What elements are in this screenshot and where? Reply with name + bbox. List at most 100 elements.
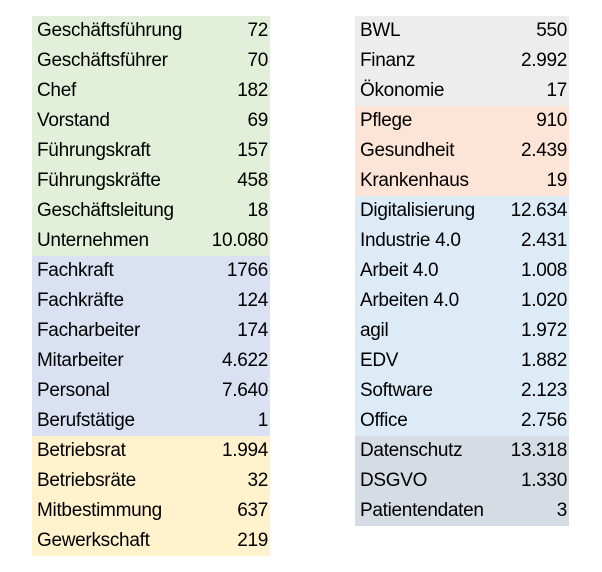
keyword-count: 17 <box>546 80 567 101</box>
keyword-count: 1.994 <box>221 440 268 461</box>
keyword-count: 1.330 <box>520 470 567 491</box>
keyword-count: 2.439 <box>520 140 567 161</box>
keyword-count: 1766 <box>226 260 268 281</box>
table-row: Unternehmen 10.080 <box>32 226 270 256</box>
keyword-label: Facharbeiter <box>37 320 141 341</box>
keyword-count: 10.080 <box>211 230 269 251</box>
keyword-label: Datenschutz <box>360 440 463 461</box>
keyword-label: Arbeit 4.0 <box>360 260 439 281</box>
keyword-count: 182 <box>237 80 268 101</box>
table-row: Finanz 2.992 <box>355 46 569 76</box>
keyword-label: Betriebsräte <box>37 470 136 491</box>
keyword-label: Office <box>360 410 408 431</box>
table-row: Arbeiten 4.0 1.020 <box>355 286 569 316</box>
keyword-count: 19 <box>546 170 567 191</box>
keyword-count: 2.756 <box>520 410 567 431</box>
keyword-label: Krankenhaus <box>360 170 469 191</box>
table-row: Digitalisierung 12.634 <box>355 196 569 226</box>
table-row: Vorstand 69 <box>32 106 270 136</box>
keyword-count: 2.992 <box>520 50 567 71</box>
table-row: Ökonomie 17 <box>355 76 569 106</box>
keyword-count: 72 <box>247 20 268 41</box>
table-row: Fachkräfte 124 <box>32 286 270 316</box>
keyword-count: 157 <box>237 140 268 161</box>
table-row: Geschäftsleitung 18 <box>32 196 270 226</box>
keyword-label: Unternehmen <box>37 230 149 251</box>
table-row: DSGVO 1.330 <box>355 466 569 496</box>
keyword-label: Fachkräfte <box>37 290 124 311</box>
keyword-label: Gewerkschaft <box>37 530 150 551</box>
table-row: EDV 1.882 <box>355 346 569 376</box>
table-row: Arbeit 4.0 1.008 <box>355 256 569 286</box>
keyword-count: 2.123 <box>520 380 567 401</box>
table-row: Berufstätige 1 <box>32 406 270 436</box>
keyword-count: 174 <box>237 320 268 341</box>
keyword-label: Finanz <box>360 50 416 71</box>
keyword-label: Betriebsrat <box>37 440 126 461</box>
table-row: agil 1.972 <box>355 316 569 346</box>
table-row: Geschäftsführung 72 <box>32 16 270 46</box>
keyword-count: 124 <box>237 290 268 311</box>
table-row: Mitarbeiter 4.622 <box>32 346 270 376</box>
keyword-table-left: Geschäftsführung 72 Geschäftsführer 70 Chef 1… <box>32 16 270 556</box>
keyword-count: 550 <box>536 20 567 41</box>
keyword-count: 32 <box>247 470 268 491</box>
keyword-count: 18 <box>247 200 268 221</box>
keyword-count: 69 <box>247 110 268 131</box>
table-row: Facharbeiter 174 <box>32 316 270 346</box>
table-row: Führungskraft 157 <box>32 136 270 166</box>
table-row: Geschäftsführer 70 <box>32 46 270 76</box>
table-row: Office 2.756 <box>355 406 569 436</box>
table-row: Personal 7.640 <box>32 376 270 406</box>
table-row: Krankenhaus 19 <box>355 166 569 196</box>
keyword-label: Mitarbeiter <box>37 350 124 371</box>
keyword-label: Geschäftsführer <box>37 50 168 71</box>
keyword-count: 637 <box>237 500 268 521</box>
keyword-label: Geschäftsleitung <box>37 200 174 221</box>
keyword-count: 1 <box>257 410 269 431</box>
keyword-count: 219 <box>237 530 268 551</box>
keyword-label: EDV <box>360 350 399 371</box>
table-row: BWL 550 <box>355 16 569 46</box>
table-row: Chef 182 <box>32 76 270 106</box>
keyword-label: Chef <box>37 80 76 101</box>
keyword-label: BWL <box>360 20 401 41</box>
keyword-label: Mitbestimmung <box>37 500 162 521</box>
keyword-label: Personal <box>37 380 110 401</box>
table-row: Gewerkschaft 219 <box>32 526 270 556</box>
table-row: Fachkraft 1766 <box>32 256 270 286</box>
keyword-count: 1.972 <box>520 320 567 341</box>
keyword-count: 1.020 <box>520 290 567 311</box>
keyword-count: 458 <box>237 170 268 191</box>
keyword-label: Berufstätige <box>37 410 135 431</box>
keyword-count: 2.431 <box>520 230 567 251</box>
table-row: Patientendaten 3 <box>355 496 569 526</box>
keyword-label: Führungskraft <box>37 140 151 161</box>
keyword-count: 1.008 <box>520 260 567 281</box>
keyword-label: Vorstand <box>37 110 110 131</box>
table-row: Gesundheit 2.439 <box>355 136 569 166</box>
keyword-label: Fachkraft <box>37 260 114 281</box>
keyword-label: Industrie 4.0 <box>360 230 461 251</box>
table-row: Software 2.123 <box>355 376 569 406</box>
table-row: Betriebsrat 1.994 <box>32 436 270 466</box>
table-row: Pflege 910 <box>355 106 569 136</box>
keyword-label: Geschäftsführung <box>37 20 183 41</box>
keyword-count: 70 <box>247 50 268 71</box>
keyword-label: Digitalisierung <box>360 200 475 221</box>
keyword-count: 3 <box>556 500 568 521</box>
keyword-label: DSGVO <box>360 470 428 491</box>
keyword-label: Führungskräfte <box>37 170 161 191</box>
keyword-count: 7.640 <box>221 380 268 401</box>
table-row: Datenschutz 13.318 <box>355 436 569 466</box>
keyword-count: 4.622 <box>221 350 268 371</box>
table-row: Führungskräfte 458 <box>32 166 270 196</box>
keyword-count: 910 <box>536 110 567 131</box>
table-row: Industrie 4.0 2.431 <box>355 226 569 256</box>
keyword-label: Software <box>360 380 433 401</box>
keyword-label: Patientendaten <box>360 500 484 521</box>
keyword-label: Ökonomie <box>360 80 445 101</box>
keyword-label: Gesundheit <box>360 140 455 161</box>
keyword-label: Pflege <box>360 110 413 131</box>
keyword-count: 13.318 <box>510 440 568 461</box>
